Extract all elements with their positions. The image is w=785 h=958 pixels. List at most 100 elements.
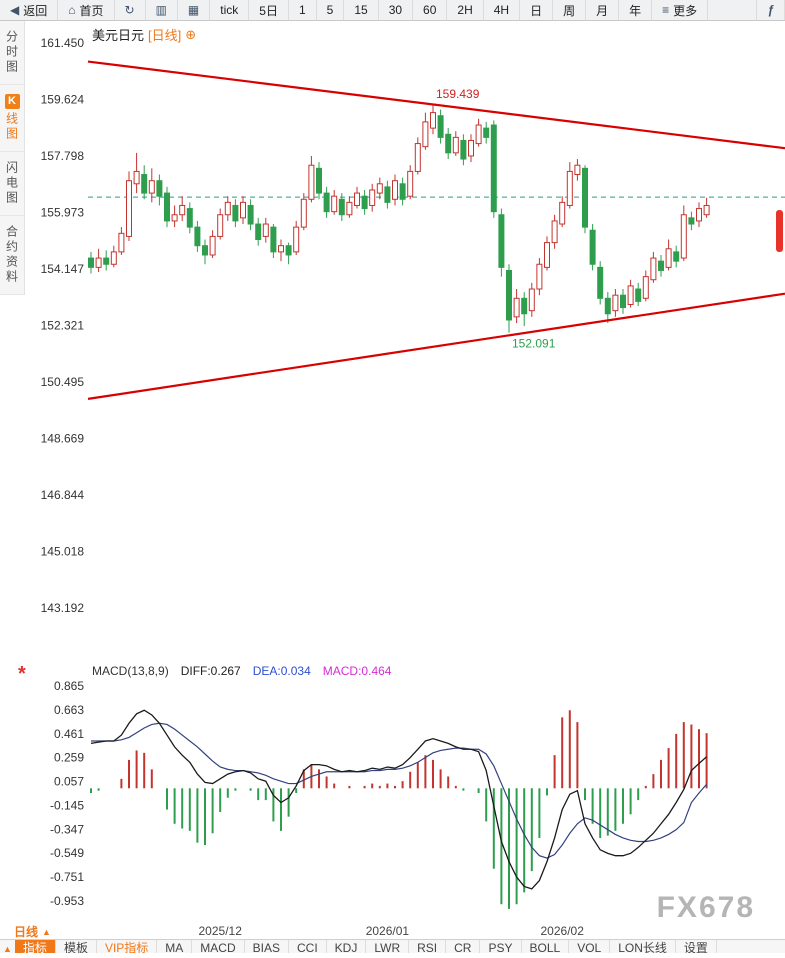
tab-vol[interactable]: VOL: [569, 940, 611, 953]
toolbar-item-bar-chart[interactable]: ▥: [146, 0, 178, 20]
toolbar-item-label: 30: [388, 3, 403, 17]
svg-text:150.495: 150.495: [41, 375, 85, 389]
toolbar-item-day[interactable]: 日: [520, 0, 554, 20]
toolbar-item-tick[interactable]: tick: [210, 0, 250, 20]
toolbar-item-label: 5日: [259, 3, 278, 18]
tab-rsi[interactable]: RSI: [409, 940, 447, 953]
sidebar-item-label: 闪电图: [4, 161, 19, 206]
tab-bias[interactable]: BIAS: [245, 940, 289, 953]
tab-template[interactable]: 模板: [56, 940, 97, 953]
sidebar-item-flash-chart[interactable]: 闪电图: [0, 152, 24, 216]
macd-lines: [90, 709, 708, 890]
tab-macd[interactable]: MACD: [192, 940, 245, 953]
svg-text:155.973: 155.973: [41, 205, 85, 219]
toolbar-item-month[interactable]: 月: [586, 0, 620, 20]
indicator-marker-icon: *: [18, 663, 26, 685]
toolbar-item-15m[interactable]: 15: [344, 0, 379, 20]
tab-cr[interactable]: CR: [446, 940, 481, 953]
period-selector[interactable]: 日线 ▲: [14, 923, 51, 940]
tab-indicator[interactable]: 指标: [14, 940, 56, 953]
svg-text:2026/01: 2026/01: [366, 924, 410, 938]
svg-text:152.321: 152.321: [41, 319, 85, 333]
refresh-icon: ↻: [124, 3, 135, 17]
sidebar-item-kline-chart[interactable]: K 线图: [0, 85, 24, 152]
svg-text:-0.347: -0.347: [50, 822, 84, 836]
svg-text:146.844: 146.844: [41, 488, 85, 502]
toolbar-item-4h[interactable]: 4H: [484, 0, 521, 20]
trendlines: [87, 60, 785, 400]
toolbar-item-1m[interactable]: 1: [289, 0, 317, 20]
candlestick-series: [88, 105, 710, 333]
back-icon: ◀: [10, 3, 20, 17]
tab-lwr[interactable]: LWR: [366, 940, 410, 953]
toolbar-item-label: 日: [530, 3, 543, 18]
indicator-tabbar: ▲ 指标 模板 VIP指标 MA MACD BIAS CCI KDJ LWR RSI CR PSY BOL…: [0, 939, 785, 953]
sidebar-item-label: 合约资料: [4, 225, 19, 285]
toolbar-item-30m[interactable]: 30: [379, 0, 414, 20]
svg-text:159.624: 159.624: [41, 93, 85, 107]
tabbar-expand-icon[interactable]: ▲: [3, 944, 12, 953]
home-icon: ⌂: [68, 3, 76, 17]
toolbar-item-label: 4H: [493, 3, 510, 17]
chart-scrollbar-thumb[interactable]: [776, 210, 783, 252]
toolbar-item-label: 月: [596, 3, 609, 18]
tab-settings[interactable]: 设置: [676, 940, 717, 953]
svg-text:0.259: 0.259: [54, 751, 84, 765]
month-axis: 2025/12 2026/01 2026/02: [199, 924, 585, 938]
bar-chart-icon: ▥: [155, 3, 167, 17]
tab-kdj[interactable]: KDJ: [327, 940, 367, 953]
toolbar-item-year[interactable]: 年: [619, 0, 653, 20]
triangle-up-icon: ▲: [42, 926, 51, 937]
toolbar-item-label: 更多: [673, 3, 698, 18]
period-selector-label: 日线: [14, 925, 39, 939]
svg-text:2025/12: 2025/12: [199, 924, 243, 938]
toolbar-item-refresh[interactable]: ↻: [115, 0, 146, 20]
toolbar-item-label: 年: [629, 3, 642, 18]
expand-icon[interactable]: ⊕: [185, 26, 197, 42]
toolbar-item-2h[interactable]: 2H: [447, 0, 484, 20]
tab-psy[interactable]: PSY: [480, 940, 522, 953]
sidebar-item-contract-info[interactable]: 合约资料: [0, 216, 24, 295]
toolbar-item-label: 返回: [23, 3, 48, 18]
svg-text:159.439: 159.439: [436, 87, 480, 101]
menu-icon: ≡: [662, 3, 670, 17]
macd-header: MACD(13,8,9) DIFF:0.267 DEA:0.034 MACD:0…: [92, 664, 391, 678]
svg-text:-0.145: -0.145: [50, 798, 84, 812]
toolbar-item-label: 2H: [457, 3, 473, 17]
toolbar-item-60m[interactable]: 60: [413, 0, 448, 20]
toolbar-item-5m[interactable]: 5: [317, 0, 345, 20]
toolbar-item-label: 60: [423, 3, 437, 17]
toolbar-item-label: tick: [220, 3, 239, 17]
toolbar-item-label: 5: [326, 3, 334, 17]
toolbar-item-more[interactable]: ≡ 更多: [652, 0, 709, 20]
symbol-title: 美元日元: [92, 28, 145, 43]
toolbar-item-5d[interactable]: 5日: [249, 0, 289, 20]
toolbar-item-back[interactable]: ◀ 返回: [0, 0, 59, 20]
tab-lon[interactable]: LON长线: [610, 940, 676, 953]
kline-chart-icon: ▦: [187, 3, 200, 17]
svg-text:0.865: 0.865: [54, 679, 84, 693]
toolbar-item-home[interactable]: ⌂ 首页: [58, 0, 115, 20]
tab-boll[interactable]: BOLL: [522, 940, 570, 953]
toolbar-item-week[interactable]: 周: [553, 0, 587, 20]
formula-icon: ƒ: [767, 3, 774, 17]
macd-histogram: [90, 710, 708, 909]
tab-ma[interactable]: MA: [157, 940, 193, 953]
toolbar-item-kline-chart[interactable]: ▦: [178, 0, 211, 20]
svg-text:2026/02: 2026/02: [541, 924, 585, 938]
price-annotations: 159.439 152.091: [436, 87, 556, 350]
tab-cci[interactable]: CCI: [289, 940, 327, 953]
tab-vip-indicator[interactable]: VIP指标: [97, 940, 158, 953]
toolbar-item-formula[interactable]: ƒ: [756, 0, 785, 20]
svg-text:148.669: 148.669: [41, 432, 85, 446]
toolbar-item-label: 15: [354, 3, 368, 17]
sidebar-item-label: 线图: [4, 112, 19, 142]
svg-text:157.798: 157.798: [41, 149, 85, 163]
svg-text:0.057: 0.057: [54, 775, 84, 789]
sidebar-item-time-share-chart[interactable]: 分时图: [0, 21, 24, 85]
kline-badge-icon: K: [4, 94, 20, 109]
sidebar-item-label: 分时图: [4, 30, 19, 75]
